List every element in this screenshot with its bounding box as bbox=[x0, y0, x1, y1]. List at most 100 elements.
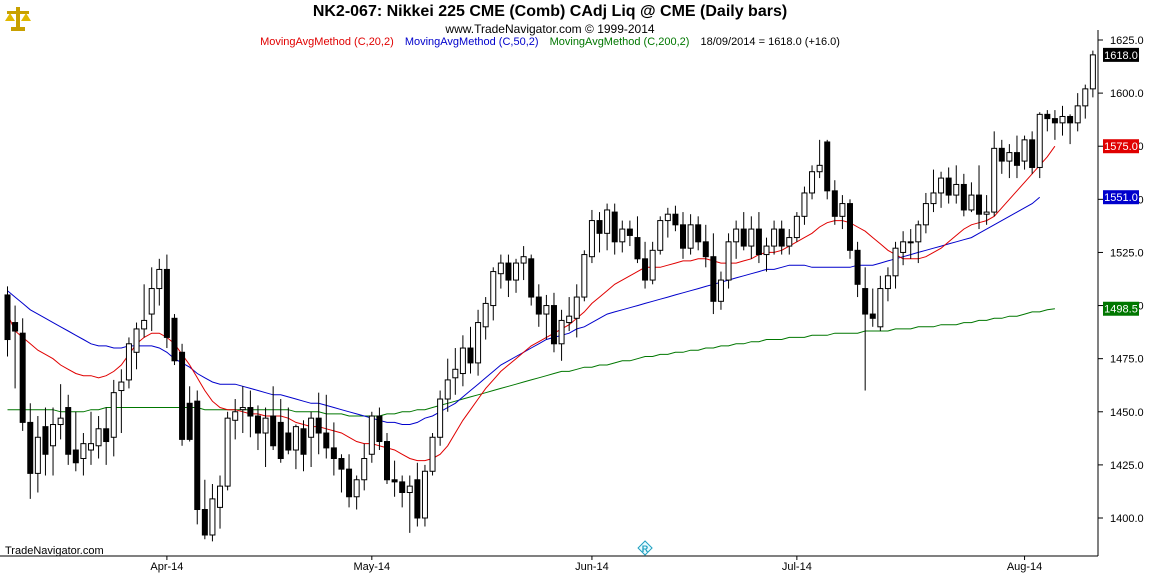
candle-body bbox=[550, 305, 557, 345]
y-tick-label: 1525.0 bbox=[1110, 247, 1144, 259]
candle-body bbox=[1089, 54, 1096, 90]
candle-body bbox=[12, 322, 19, 332]
candle-body bbox=[960, 183, 967, 211]
y-tick-label: 1475.0 bbox=[1110, 354, 1144, 366]
price-tag bbox=[1103, 190, 1139, 205]
candle-body bbox=[998, 147, 1005, 162]
candle-body bbox=[983, 211, 990, 215]
candle-body bbox=[680, 224, 687, 249]
candle-body bbox=[406, 485, 413, 494]
candle-body bbox=[300, 428, 307, 455]
x-tick-label: Jul-14 bbox=[782, 561, 812, 573]
candle-body bbox=[254, 415, 261, 434]
candle-body bbox=[839, 203, 846, 217]
candle-body bbox=[968, 194, 975, 211]
candle-body bbox=[702, 241, 709, 258]
candle-body bbox=[1006, 152, 1013, 162]
chart-title: NK2-067: Nikkei 225 CME (Comb) CAdj Liq … bbox=[312, 3, 788, 20]
candle-body bbox=[110, 392, 117, 438]
candle-body bbox=[513, 262, 520, 281]
candle-body bbox=[687, 224, 694, 249]
watermark: TradeNavigator.com bbox=[5, 545, 104, 557]
candle-body bbox=[740, 228, 747, 247]
x-tick-label: Jun-14 bbox=[575, 561, 609, 573]
candle-body bbox=[459, 347, 466, 375]
candle-body bbox=[497, 262, 504, 275]
legend-last-value: 18/09/2014 = 1618.0 (+16.0) bbox=[700, 36, 840, 48]
candle-body bbox=[725, 241, 732, 281]
candle-body bbox=[991, 147, 998, 213]
indicator-legend: MovingAvgMethod (C,20,2) MovingAvgMethod… bbox=[0, 36, 1100, 48]
candle-body bbox=[353, 479, 360, 498]
candle-body bbox=[604, 209, 611, 234]
candle-body bbox=[877, 288, 884, 328]
candle-body bbox=[330, 447, 337, 460]
candle-body bbox=[285, 432, 292, 451]
candle-body bbox=[384, 441, 390, 481]
candle-body bbox=[748, 228, 755, 247]
candle-body bbox=[65, 407, 72, 455]
candle-body bbox=[976, 194, 983, 215]
candle-body bbox=[664, 213, 671, 222]
candle-body bbox=[763, 245, 770, 256]
candle-body bbox=[156, 268, 163, 290]
candle-body bbox=[558, 319, 565, 345]
candle-body bbox=[657, 220, 664, 251]
candle-body bbox=[95, 428, 102, 447]
candle-body bbox=[338, 458, 345, 470]
candle-body bbox=[831, 190, 838, 217]
candle-body bbox=[194, 400, 201, 511]
candle-body bbox=[953, 183, 960, 196]
candle-body bbox=[171, 317, 178, 362]
candle-body bbox=[4, 294, 11, 341]
candle-body bbox=[733, 228, 740, 243]
candle-body bbox=[528, 258, 535, 298]
candle-body bbox=[695, 224, 702, 243]
price-tag bbox=[1103, 47, 1139, 62]
candle-body bbox=[634, 237, 641, 260]
candle-body bbox=[566, 315, 573, 324]
candle-body bbox=[239, 407, 246, 411]
candle-body bbox=[292, 426, 299, 451]
candle-body bbox=[884, 275, 891, 290]
candle-body bbox=[87, 443, 94, 451]
y-tick-label: 1600.0 bbox=[1110, 88, 1144, 100]
candle-body bbox=[862, 288, 869, 315]
legend-ma200: MovingAvgMethod (C,200,2) bbox=[549, 36, 690, 48]
scales-icon bbox=[5, 7, 31, 31]
candle-body bbox=[467, 347, 474, 364]
candle-body bbox=[262, 417, 269, 434]
candle-body bbox=[42, 426, 49, 455]
candle-body bbox=[103, 428, 110, 443]
candle-body bbox=[163, 268, 170, 338]
candle-body bbox=[482, 302, 489, 328]
candle-body bbox=[34, 436, 41, 474]
candle-body bbox=[277, 421, 284, 460]
candle-body bbox=[452, 368, 459, 379]
candle-body bbox=[232, 411, 239, 421]
price-tag bbox=[1103, 139, 1139, 154]
candle-body bbox=[201, 509, 208, 536]
candle-body bbox=[57, 417, 64, 426]
candle-body bbox=[915, 224, 922, 243]
candle-body bbox=[892, 247, 899, 277]
candle-body bbox=[50, 424, 57, 447]
candle-body bbox=[133, 328, 140, 353]
candle-body bbox=[824, 141, 831, 192]
candle-body bbox=[573, 296, 580, 319]
candle-body bbox=[247, 407, 254, 417]
candle-body bbox=[1051, 118, 1058, 124]
event-marker-icon bbox=[637, 540, 653, 556]
candle-body bbox=[922, 203, 929, 226]
y-tick-label: 1425.0 bbox=[1110, 460, 1144, 472]
candle-body bbox=[179, 351, 186, 440]
candle-body bbox=[1082, 88, 1089, 107]
candle-body bbox=[1029, 139, 1036, 168]
x-tick-label: Aug-14 bbox=[1007, 561, 1042, 573]
candle-body bbox=[490, 271, 497, 307]
candle-body bbox=[444, 379, 451, 400]
candle-body bbox=[520, 256, 527, 264]
candle-body bbox=[649, 249, 656, 281]
candle-body bbox=[809, 171, 816, 194]
copyright-text: www.TradeNavigator.com © 1999-2014 bbox=[445, 22, 655, 36]
